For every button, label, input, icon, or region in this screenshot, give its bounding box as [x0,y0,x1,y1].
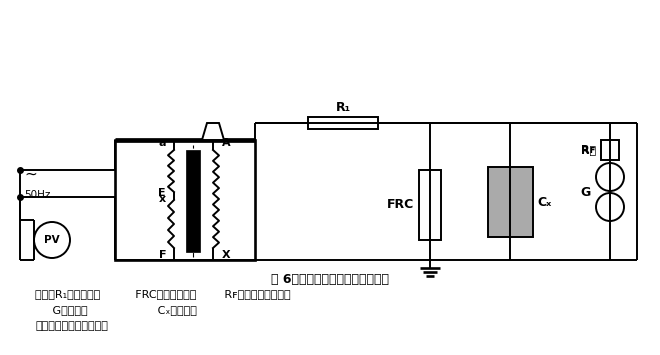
Text: R₁: R₁ [335,101,350,114]
Bar [601,140,619,160]
Text: PV: PV [44,235,60,245]
Text: 50Hz: 50Hz [24,190,50,200]
Text: Cₓ: Cₓ [537,196,552,208]
Circle shape [596,163,624,191]
Text: 图中：R₁－限流电阻          FRC－阻容分压器        Rꜰ－球间隙保护电阻: 图中：R₁－限流电阻 FRC－阻容分压器 Rꜰ－球间隙保护电阻 [35,289,290,299]
Text: E: E [158,188,166,198]
Circle shape [596,193,624,221]
Text: x: x [159,194,166,204]
Text: X: X [222,250,230,260]
Bar [115,140,255,260]
Text: FRC: FRC [387,198,414,212]
Bar [488,167,533,237]
Polygon shape [202,123,224,140]
Text: R꜀: R꜀ [581,145,596,155]
Text: 注：高压尾必须可靠接地: 注：高压尾必须可靠接地 [35,321,108,331]
Bar [308,117,378,129]
Text: 图 6：被试品工频耐压试验接线图: 图 6：被试品工频耐压试验接线图 [271,273,389,286]
Text: Rꜰ: Rꜰ [581,145,596,155]
Circle shape [34,222,70,258]
Text: ~: ~ [24,166,37,181]
Text: F: F [158,250,166,260]
Bar [186,150,200,252]
Text: A: A [222,138,230,148]
Text: G: G [581,186,591,198]
Text: G－球间隙                    Cₓ－被试品: G－球间隙 Cₓ－被试品 [35,305,197,315]
Bar [419,170,441,240]
Text: a: a [158,138,166,148]
